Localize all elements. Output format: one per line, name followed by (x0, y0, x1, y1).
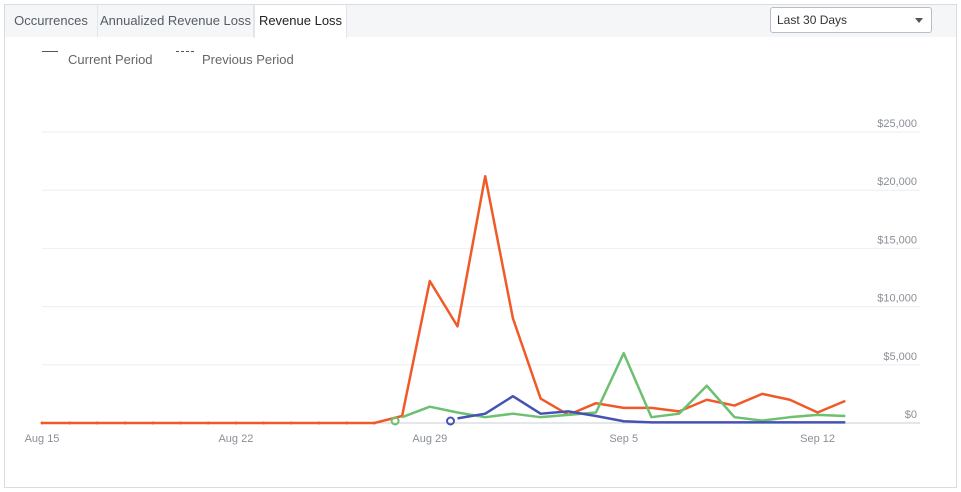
legend-previous-period[interactable]: Previous Period (202, 52, 294, 67)
revenue-chart-panel: Occurrences Annualized Revenue Loss Reve… (4, 4, 957, 488)
tab-annualized-revenue-loss[interactable]: Annualized Revenue Loss (98, 5, 254, 37)
legend-dashed-line (176, 51, 194, 52)
date-range-select[interactable]: Last 30 Days (770, 7, 932, 33)
tab-revenue-loss[interactable]: Revenue Loss (254, 5, 347, 38)
chevron-down-icon (915, 18, 923, 23)
date-range-value: Last 30 Days (777, 13, 848, 27)
tab-occurrences[interactable]: Occurrences (5, 5, 98, 37)
tab-bar: Occurrences Annualized Revenue Loss Reve… (5, 5, 956, 38)
legend-solid-line (42, 51, 58, 52)
legend-current-period[interactable]: Current Period (68, 52, 153, 67)
